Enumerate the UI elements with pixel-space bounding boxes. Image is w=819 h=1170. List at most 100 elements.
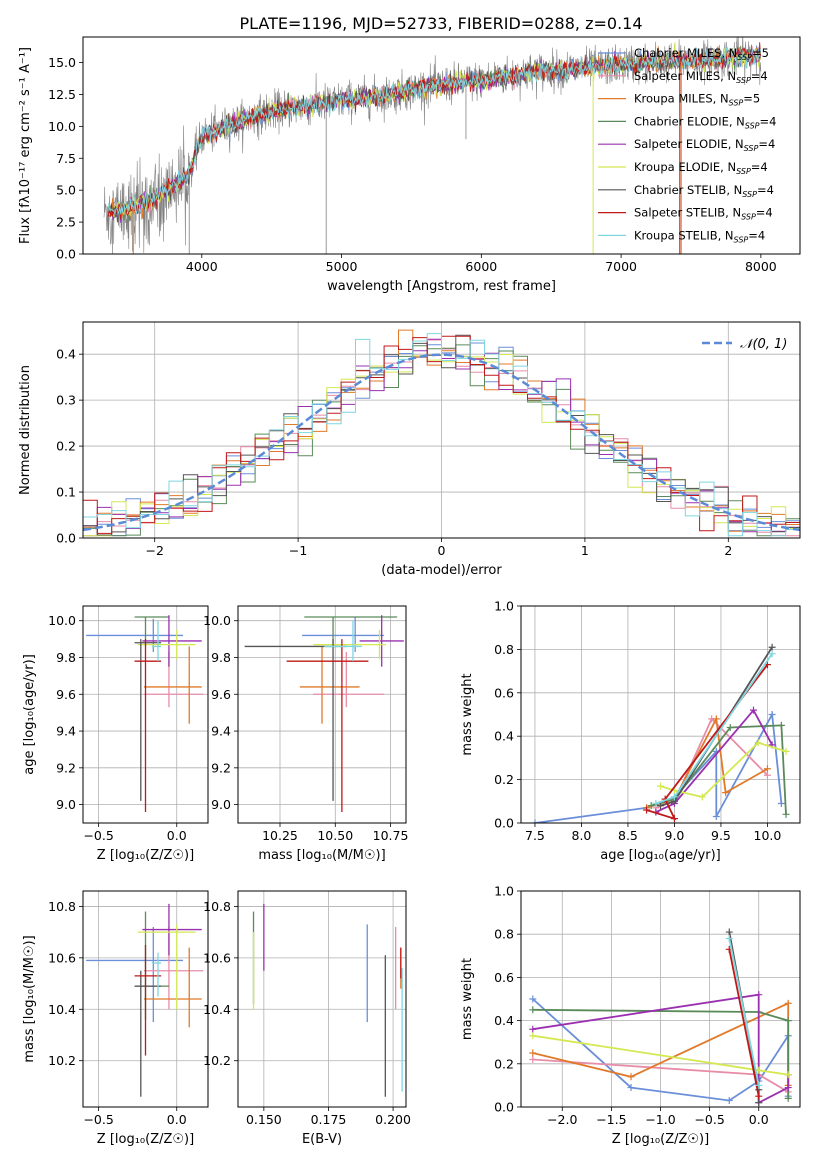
x-axis-label: (data-model)/error bbox=[381, 563, 502, 578]
marker-kroupa_stelib bbox=[768, 650, 776, 658]
y-tick-label: 0.2 bbox=[494, 1056, 514, 1071]
x-tick-label: 7000 bbox=[605, 259, 637, 274]
axes-frame bbox=[82, 36, 801, 255]
series-line-salpeter_miles bbox=[655, 717, 769, 809]
x-tick-label: −0.5 bbox=[83, 1112, 113, 1127]
x-tick-label: 6000 bbox=[465, 259, 497, 274]
x-tick-label: 8.0 bbox=[572, 828, 592, 843]
y-tick-label: 9.4 bbox=[211, 724, 231, 739]
series-line-kroupa_miles bbox=[646, 715, 768, 809]
y-tick-label: 9.8 bbox=[56, 650, 76, 665]
marker-chabrier_miles bbox=[531, 819, 539, 823]
plot-area-mass_vs_metallicity bbox=[86, 903, 204, 1097]
y-axis-label: mass weight bbox=[460, 673, 475, 755]
x-axis-label: Z [log₁₀(Z/Z☉)] bbox=[612, 1132, 709, 1147]
x-axis-label: Z [log₁₀(Z/Z☉)] bbox=[97, 848, 194, 863]
x-tick-label: 4000 bbox=[186, 259, 218, 274]
marker-kroupa_miles bbox=[784, 999, 792, 1007]
marker-chabrier_elodie bbox=[726, 724, 734, 732]
y-tick-label: 0.2 bbox=[56, 439, 76, 454]
y-axis-label: Flux [fλ10⁻¹⁷ erg cm⁻² s⁻¹ A⁻¹] bbox=[18, 47, 33, 244]
y-tick-label: 1.0 bbox=[494, 599, 514, 614]
marker-kroupa_miles bbox=[712, 715, 720, 723]
marker-kroupa_miles bbox=[627, 1073, 635, 1081]
x-tick-label: 8000 bbox=[745, 259, 777, 274]
marker-chabrier_miles bbox=[725, 1097, 733, 1105]
axes-frame bbox=[82, 890, 209, 1108]
y-tick-label: 9.0 bbox=[211, 797, 231, 812]
y-tick-label: 0.0 bbox=[56, 531, 76, 546]
y-tick-label: 10.0 bbox=[48, 613, 76, 628]
plot-area-spectrum bbox=[103, 37, 762, 254]
legend-label-salpeter_elodie: Salpeter ELODIE, NSSP=4 bbox=[634, 137, 775, 153]
legend-label-salpeter_stelib: Salpeter STELIB, NSSP=4 bbox=[634, 206, 773, 222]
x-axis-label: E(B-V) bbox=[302, 1132, 342, 1147]
plot-area-residuals bbox=[83, 329, 800, 537]
y-tick-label: 0.4 bbox=[56, 347, 76, 362]
marker-kroupa_elodie bbox=[529, 1032, 537, 1040]
y-axis-label: age [log₁₀(age/yr)] bbox=[22, 654, 37, 775]
y-tick-label: 10.2 bbox=[203, 1053, 231, 1068]
legend-label-kroupa_elodie: Kroupa ELODIE, NSSP=4 bbox=[634, 160, 768, 176]
marker-salpeter_stelib bbox=[755, 1092, 763, 1100]
marker-kroupa_stelib bbox=[652, 799, 660, 807]
panel-mass_vs_ebv: 0.150 0.175 0.200 10.2 10.4 10.6 10.8 E(B-V) bbox=[203, 890, 411, 1147]
gaussian-curve bbox=[83, 353, 800, 532]
panel-mass_weight_vs_age: 7.5 8.0 8.5 9.0 9.5 10.0 0.0 0.2 0.4 0.6 0.8 1.0 age… bbox=[460, 599, 801, 863]
x-tick-label: 0.175 bbox=[311, 1112, 347, 1127]
y-tick-label: 9.4 bbox=[56, 724, 76, 739]
x-tick-label: −2.0 bbox=[547, 1112, 577, 1127]
y-tick-label: 0.6 bbox=[494, 970, 514, 985]
y-tick-label: 10.4 bbox=[48, 1002, 76, 1017]
marker-chabrier_stelib bbox=[755, 1099, 763, 1107]
x-tick-label: 1 bbox=[581, 543, 589, 558]
x-tick-label: 0.0 bbox=[167, 1112, 187, 1127]
gaussian-legend-label: 𝒩(0, 1) bbox=[740, 337, 787, 352]
marker-kroupa_stelib bbox=[725, 935, 733, 943]
plot-area-age_vs_mass bbox=[244, 615, 404, 812]
plot-area-mass_weight_vs_age bbox=[531, 643, 790, 823]
marker-kroupa_elodie bbox=[782, 747, 790, 755]
panel-age_vs_metallicity: −0.5 0.0 9.0 9.2 9.4 9.6 9.8 10.0 Z [log₁₀(Z/Z☉)… bbox=[22, 605, 209, 863]
x-tick-label: 0 bbox=[438, 543, 446, 558]
x-axis-label: Z [log₁₀(Z/Z☉)] bbox=[97, 1132, 194, 1147]
y-tick-label: 0.4 bbox=[494, 729, 514, 744]
y-tick-label: 9.8 bbox=[211, 650, 231, 665]
legend-label-salpeter_miles: Salpeter MILES, NSSP=4 bbox=[634, 69, 768, 85]
y-tick-label: 7.5 bbox=[56, 151, 76, 166]
y-tick-label: 10.0 bbox=[48, 119, 76, 134]
x-tick-label: 10.50 bbox=[317, 828, 353, 843]
panel-residuals: −2 −1 0 1 2 0.0 0.1 0.2 0.3 0.4 (data-model)/error… bbox=[18, 321, 801, 578]
x-tick-label: 10.75 bbox=[373, 828, 409, 843]
marker-kroupa_elodie bbox=[754, 739, 762, 747]
x-tick-label: 10.0 bbox=[754, 828, 782, 843]
y-axis-label: mass weight bbox=[460, 958, 475, 1040]
marker-salpeter_stelib bbox=[643, 806, 651, 814]
y-tick-label: 9.6 bbox=[56, 687, 76, 702]
axes-frame bbox=[520, 605, 801, 824]
series-line-salpeter_stelib bbox=[728, 949, 760, 1097]
x-tick-label: 0.200 bbox=[375, 1112, 411, 1127]
spectrum-legend: Chabrier MILES, NSSP=5 Salpeter MILES, NS… bbox=[598, 46, 776, 244]
y-tick-label: 0.0 bbox=[56, 247, 76, 262]
y-tick-label: 10.2 bbox=[48, 1053, 76, 1068]
panel-mass_weight_vs_metallicity: −2.0 −1.5 −1.0 −0.5 0.0 0.0 0.2 0.4 0.6 0.8 1.0 Z [… bbox=[460, 884, 801, 1147]
x-tick-label: 10.25 bbox=[262, 828, 298, 843]
marker-chabrier_miles bbox=[529, 995, 537, 1003]
x-tick-label: 2 bbox=[724, 543, 732, 558]
y-tick-label: 0.1 bbox=[56, 485, 76, 500]
x-axis-label: mass [log₁₀(M/M☉)] bbox=[258, 848, 385, 863]
marker-kroupa_miles bbox=[763, 765, 771, 773]
y-tick-label: 10.8 bbox=[48, 899, 76, 914]
x-tick-label: 5000 bbox=[326, 259, 358, 274]
y-tick-label: 9.0 bbox=[56, 797, 76, 812]
y-tick-label: 15.0 bbox=[48, 55, 76, 70]
x-tick-label: 0.0 bbox=[167, 828, 187, 843]
marker-chabrier_stelib bbox=[657, 802, 664, 810]
y-tick-label: 10.6 bbox=[48, 950, 76, 965]
figure-title: PLATE=1196, MJD=52733, FIBERID=0288, z=0… bbox=[239, 14, 642, 33]
x-tick-label: 8.5 bbox=[618, 828, 638, 843]
x-tick-label: 7.5 bbox=[525, 828, 545, 843]
y-tick-label: 10.4 bbox=[203, 1002, 231, 1017]
